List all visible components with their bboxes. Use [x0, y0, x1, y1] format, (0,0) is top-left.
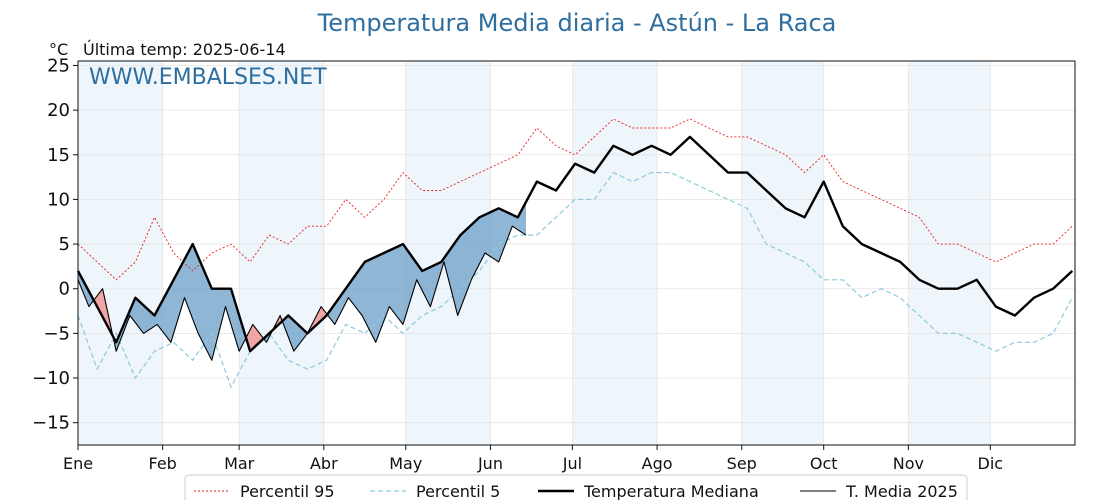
legend: Percentil 95 Percentil 5 Temperatura Media…: [184, 474, 968, 500]
warm-anomaly-fill: [94, 288, 113, 335]
month-band-ene: [78, 61, 163, 445]
month-band-nov: [908, 61, 991, 445]
y-tick-label: 20: [47, 100, 70, 121]
watermark: WWW.EMBALSES.NET: [89, 65, 327, 90]
x-tick-label: Ene: [63, 454, 93, 473]
x-tick-label: Ago: [642, 454, 673, 473]
x-tick-label: Nov: [893, 454, 924, 473]
series-lines: [76, 118, 1074, 389]
x-tick-label: Abr: [310, 454, 338, 473]
legend-label: Percentil 95: [240, 482, 335, 500]
x-tick-label: Jul: [562, 454, 582, 473]
legend-label: Percentil 5: [416, 482, 500, 500]
x-tick-label: Sep: [727, 454, 757, 473]
plot-frame: [77, 60, 1076, 446]
legend-label: T. Media 2025: [845, 482, 958, 500]
x-tick-label: Dic: [978, 454, 1004, 473]
warm-anomaly-fill: [307, 306, 327, 334]
y-tick-label: −15: [32, 413, 70, 434]
x-axis: Ene Feb Mar Abr May Jun Jul Ago Sep Oct Nov Dic: [63, 445, 1003, 473]
x-tick-label: Jun: [477, 454, 503, 473]
unit-label: °C: [49, 40, 68, 59]
month-band-sep: [741, 61, 824, 445]
y-tick-label: 25: [47, 55, 70, 76]
y-tick-label: 15: [47, 145, 70, 166]
chart-title: Temperatura Media diaria - Astún - La Ra…: [317, 9, 837, 37]
month-band-jul: [572, 61, 658, 445]
x-tick-label: Mar: [224, 454, 255, 473]
y-tick-label: 0: [59, 279, 70, 300]
y-axis: −15 −10 −5 0 5 10 15 20 25: [32, 55, 78, 434]
median-temperature-line: [76, 135, 1074, 353]
x-tick-label: Oct: [810, 454, 838, 473]
y-tick-label: 5: [59, 234, 70, 255]
last-temp-label: Última temp: 2025-06-14: [83, 40, 286, 59]
current-year-line: [77, 225, 527, 361]
y-tick-label: −5: [43, 323, 70, 344]
percentile-5-line: [77, 171, 1073, 389]
month-bands: [78, 61, 991, 445]
cold-anomaly-fill: [327, 202, 526, 343]
y-tick-label: 10: [47, 189, 70, 210]
x-tick-label: May: [389, 454, 422, 473]
legend-label: Temperatura Mediana: [583, 482, 759, 500]
warm-anomaly-fill: [246, 324, 263, 352]
y-tick-label: −10: [32, 368, 70, 389]
legend-frame: [184, 474, 968, 500]
month-band-mar: [239, 61, 324, 445]
x-tick-label: Feb: [149, 454, 177, 473]
